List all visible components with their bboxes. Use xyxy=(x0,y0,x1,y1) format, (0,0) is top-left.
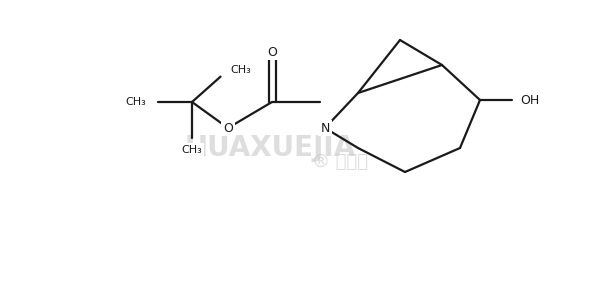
Text: O: O xyxy=(267,45,277,59)
Text: O: O xyxy=(223,121,233,135)
Text: OH: OH xyxy=(520,94,539,107)
Text: N: N xyxy=(320,121,330,135)
Text: HUAXUEJIA: HUAXUEJIA xyxy=(184,134,356,162)
Text: CH₃: CH₃ xyxy=(125,97,146,107)
Text: CH₃: CH₃ xyxy=(182,145,202,155)
Text: CH₃: CH₃ xyxy=(230,65,251,75)
Text: ® 化学加: ® 化学加 xyxy=(312,153,368,171)
